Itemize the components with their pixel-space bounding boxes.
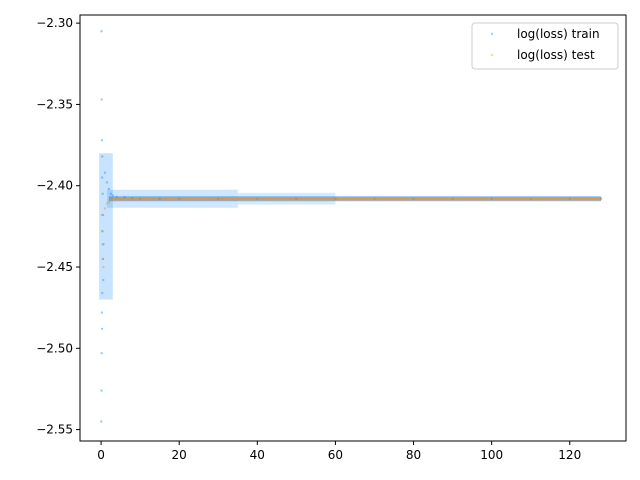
- train-point-36: [529, 197, 532, 200]
- test-point-21: [529, 197, 532, 200]
- y-tick-label-2: −2.45: [36, 260, 73, 274]
- scatter-band-layer: [99, 153, 602, 300]
- train-point-21: [111, 194, 115, 197]
- train-point-19: [107, 187, 111, 191]
- y-axis: −2.55 −2.50 −2.45 −2.40 −2.35 −2.30: [36, 16, 80, 437]
- test-point-20: [490, 197, 493, 200]
- train-point-22: [115, 195, 118, 199]
- train-point-4: [100, 176, 104, 179]
- train-point-20: [109, 192, 113, 196]
- train-point-11: [101, 291, 104, 295]
- legend-label-test: log(loss) test: [517, 48, 595, 62]
- test-point-23: [599, 197, 603, 200]
- legend-marker-train: [490, 32, 494, 36]
- train-point-0: [100, 30, 103, 33]
- train-point-6: [101, 213, 105, 217]
- early-spread-column: [99, 153, 113, 300]
- test-point-11: [138, 197, 142, 200]
- test-point-19: [451, 197, 454, 200]
- train-point-17: [103, 171, 107, 174]
- y-tick-label-1: −2.50: [36, 341, 73, 355]
- train-point-27: [178, 197, 181, 200]
- x-tick-label-100: 100: [480, 448, 503, 462]
- test-point-1: [101, 230, 104, 233]
- test-point-12: [178, 197, 181, 200]
- legend-label-train: log(loss) train: [517, 27, 600, 41]
- x-tick-label-60: 60: [328, 448, 343, 462]
- train-point-16: [100, 420, 103, 423]
- test-point-8: [111, 199, 115, 202]
- test-point-4: [102, 265, 105, 269]
- train-point-29: [256, 197, 259, 200]
- test-band: [108, 197, 602, 201]
- x-tick-label-80: 80: [406, 448, 421, 462]
- train-point-1: [100, 98, 103, 101]
- x-tick-label-120: 120: [558, 448, 581, 462]
- test-point-6: [105, 202, 109, 205]
- x-tick-label-20: 20: [172, 448, 187, 462]
- test-point-15: [295, 197, 298, 200]
- train-point-14: [100, 351, 103, 355]
- y-tick-label-4: −2.35: [36, 97, 73, 111]
- train-point-26: [158, 197, 161, 200]
- test-point-9: [119, 198, 122, 201]
- x-axis: 0 20 40 60 80 100 120: [97, 441, 581, 462]
- plot-area-frame: [79, 14, 627, 442]
- train-point-37: [568, 197, 571, 200]
- train-point-15: [100, 389, 103, 392]
- train-point-35: [490, 197, 493, 200]
- train-point-34: [451, 197, 454, 200]
- train-point-18: [105, 181, 109, 184]
- train-point-2: [100, 138, 104, 142]
- train-point-30: [295, 197, 298, 200]
- train-point-38: [599, 197, 603, 200]
- train-point-25: [138, 197, 142, 200]
- legend: log(loss) train log(loss) test: [471, 22, 619, 70]
- test-point-7: [107, 200, 111, 204]
- train-point-31: [334, 197, 337, 200]
- train-point-8: [102, 243, 105, 246]
- test-point-18: [412, 197, 415, 200]
- train-point-32: [373, 197, 376, 200]
- train-point-33: [412, 197, 415, 200]
- train-point-9: [101, 257, 105, 261]
- test-point-10: [131, 197, 134, 200]
- train-point-24: [131, 196, 134, 200]
- train-point-5: [101, 192, 104, 196]
- train-point-10: [102, 278, 105, 282]
- test-point-17: [373, 197, 376, 200]
- train-point-28: [217, 197, 220, 200]
- y-tick-label-5: −2.30: [36, 16, 73, 30]
- train-point-3: [101, 155, 104, 158]
- y-tick-label-3: −2.40: [36, 179, 73, 193]
- train-point-7: [101, 230, 104, 233]
- test-point-14: [256, 197, 259, 200]
- scatter-points-layer: [100, 30, 603, 423]
- x-tick-label-40: 40: [250, 448, 265, 462]
- test-point-16: [334, 197, 337, 200]
- legend-marker-test: [490, 53, 494, 57]
- test-point-3: [101, 257, 105, 261]
- train-point-13: [100, 327, 104, 331]
- y-tick-label-0: −2.55: [36, 423, 73, 437]
- test-point-0: [100, 213, 104, 217]
- train-point-12: [100, 311, 104, 314]
- x-tick-label-0: 0: [97, 448, 105, 462]
- train-point-23: [123, 195, 126, 199]
- test-point-2: [101, 243, 104, 246]
- test-point-5: [103, 207, 107, 210]
- legend-box: [471, 22, 619, 70]
- test-point-13: [217, 197, 220, 200]
- test-point-22: [568, 197, 571, 200]
